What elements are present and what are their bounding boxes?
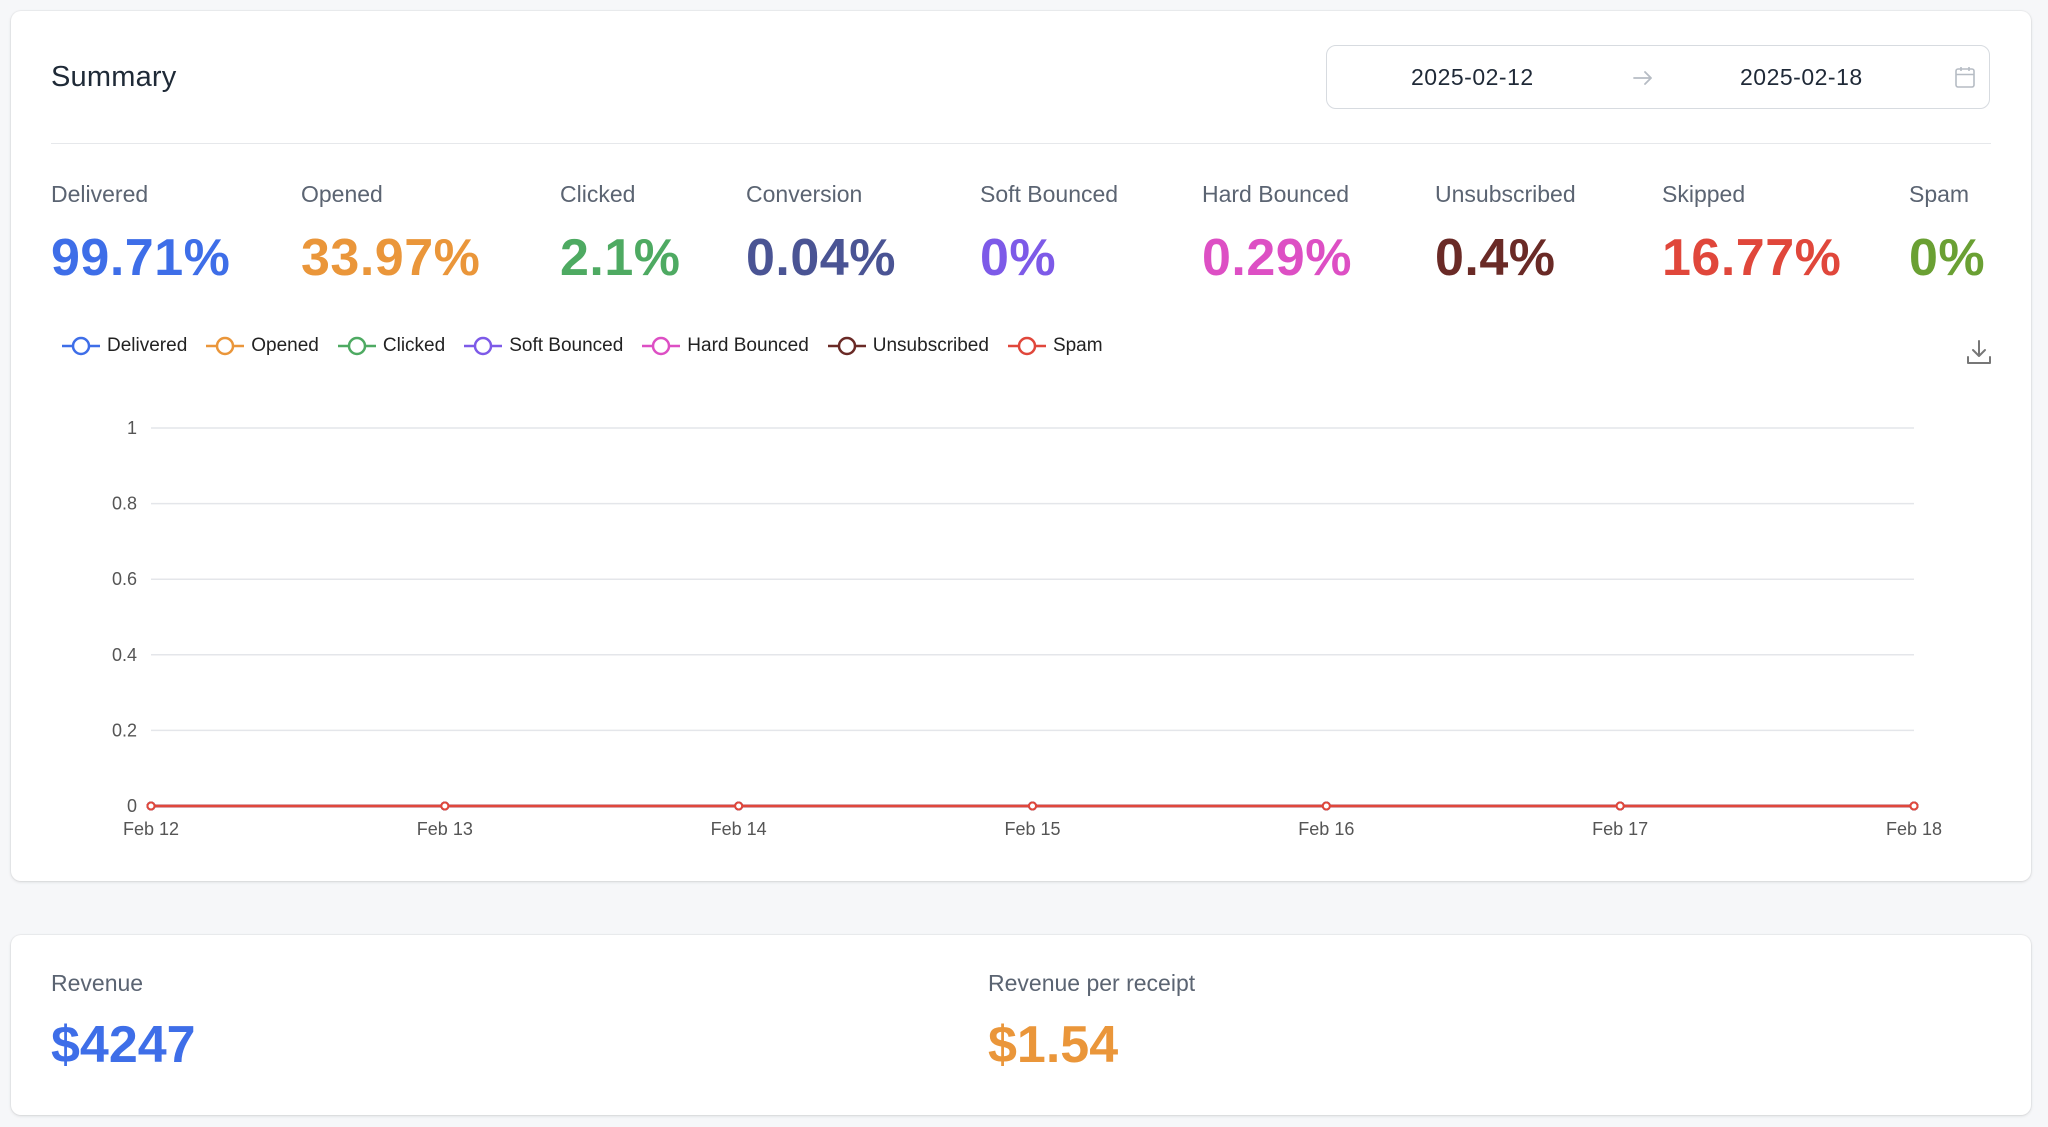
line-chart: 0 0.2 0.4 0.6 0.8 1 Feb 12 Feb 13 Feb 14 Feb 15 Fe… (112, 418, 1942, 839)
stat-label: Unsubscribed (1435, 181, 1576, 207)
stat-opened: Opened 33.97% (301, 181, 480, 288)
stat-soft-bounced: Soft Bounced 0% (980, 181, 1118, 288)
summary-card: Summary 2025-02-12 2025-02-18 Delivered … (11, 11, 2031, 881)
x-tick-label: Feb 16 (1298, 819, 1354, 839)
stat-label: Spam (1909, 181, 1970, 207)
revenue-value: $4247 (51, 1016, 196, 1074)
stat-unsubscribed: Unsubscribed 0.4% (1435, 181, 1576, 288)
stat-value: 2.1% (560, 229, 681, 287)
legend-item[interactable]: Delivered (61, 335, 187, 357)
legend-label: Spam (1052, 335, 1103, 356)
legend-item[interactable]: Hard Bounced (641, 335, 809, 357)
legend-item[interactable]: Clicked (337, 335, 445, 357)
y-tick-label: 0.4 (112, 645, 137, 665)
data-point (734, 801, 744, 811)
x-tick-label: Feb 13 (417, 819, 473, 839)
stat-label: Clicked (560, 181, 636, 207)
legend-marker (464, 336, 503, 356)
stat-clicked: Clicked 2.1% (560, 181, 681, 288)
stat-delivered: Delivered 99.71% (51, 181, 230, 288)
stat-value: 0% (980, 229, 1057, 287)
calendar-icon[interactable] (1954, 66, 1976, 90)
stat-skipped: Skipped 16.77% (1662, 181, 1841, 288)
stat-label: Opened (301, 181, 383, 207)
legend-marker (206, 336, 245, 356)
summary-title: Summary (51, 61, 177, 93)
stat-value: 99.71% (51, 229, 231, 287)
data-point (440, 801, 450, 811)
legend-marker (827, 336, 866, 356)
stat-label: Hard Bounced (1202, 181, 1350, 207)
legend-item[interactable]: Spam (1007, 335, 1103, 357)
data-point (1028, 801, 1037, 811)
stat-label: Conversion (746, 181, 863, 207)
legend-marker (1007, 336, 1046, 356)
stat-label: Soft Bounced (980, 181, 1119, 207)
arrow-right-icon (1633, 71, 1652, 85)
legend-label: Clicked (382, 335, 446, 356)
stat-spam: Spam 0% (1909, 181, 1985, 288)
legend-item[interactable]: Unsubscribed (827, 335, 989, 357)
stat-hard-bounced: Hard Bounced 0.29% (1202, 181, 1352, 288)
data-point (1909, 801, 1919, 811)
legend-marker (337, 336, 376, 356)
data-point (1615, 801, 1625, 811)
stat-value: 0.04% (746, 229, 896, 287)
legend-label: Delivered (107, 335, 188, 356)
legend-label: Unsubscribed (872, 335, 989, 356)
stat-value: 0.29% (1202, 229, 1352, 287)
y-tick-label: 1 (127, 418, 137, 438)
legend-label: Soft Bounced (509, 335, 624, 356)
y-tick-label: 0 (127, 796, 137, 816)
legend-label: Opened (251, 335, 319, 356)
download-icon[interactable] (1965, 338, 1993, 366)
legend-item[interactable]: Opened (205, 335, 319, 357)
stat-value: 0.4% (1435, 229, 1556, 287)
x-tick-label: Feb 15 (1004, 819, 1060, 839)
revenue-per-receipt-value: $1.54 (988, 1016, 1119, 1074)
stat-conversion: Conversion 0.04% (746, 181, 896, 288)
header-divider (51, 143, 1991, 144)
revenue-label: Revenue (51, 970, 144, 996)
y-tick-label: 0.8 (112, 494, 137, 514)
date-start-input[interactable]: 2025-02-12 (1411, 64, 1534, 90)
data-point (1321, 801, 1331, 811)
stat-label: Skipped (1662, 181, 1746, 207)
date-end-input[interactable]: 2025-02-18 (1740, 64, 1863, 90)
y-tick-label: 0.6 (112, 569, 137, 589)
y-tick-label: 0.2 (112, 720, 137, 740)
stat-value: 16.77% (1662, 229, 1842, 287)
data-point (146, 801, 156, 811)
revenue-card: Revenue $4247 Revenue per receipt $1.54 (11, 935, 2031, 1115)
x-tick-label: Feb 14 (711, 819, 767, 839)
legend-marker (642, 336, 681, 356)
stat-label: Delivered (51, 181, 149, 207)
legend-label: Hard Bounced (687, 335, 809, 356)
x-tick-label: Feb 12 (123, 819, 179, 839)
stat-value: 33.97% (301, 229, 481, 287)
legend-item[interactable]: Soft Bounced (463, 335, 623, 357)
revenue-per-receipt-label: Revenue per receipt (988, 970, 1196, 996)
stat-value: 0% (1909, 229, 1986, 287)
x-tick-label: Feb 18 (1886, 819, 1942, 839)
x-tick-label: Feb 17 (1592, 819, 1648, 839)
legend-marker (62, 336, 100, 356)
chart-legend: Delivered Opened Clicked Soft Bounced Hard B… (61, 333, 1121, 359)
date-range-picker[interactable]: 2025-02-12 2025-02-18 (1326, 45, 1990, 109)
